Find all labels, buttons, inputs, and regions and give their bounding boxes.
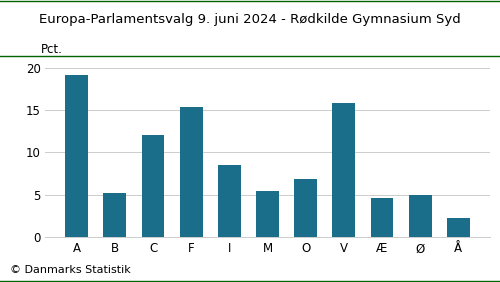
Bar — [408, 195, 432, 237]
Bar — [256, 191, 279, 237]
Bar — [218, 165, 241, 237]
Text: © Danmarks Statistik: © Danmarks Statistik — [10, 265, 131, 275]
Bar — [332, 103, 355, 237]
Text: Pct.: Pct. — [40, 43, 62, 56]
Bar — [370, 198, 394, 237]
Bar — [447, 218, 470, 237]
Bar — [180, 107, 203, 237]
Text: Europa-Parlamentsvalg 9. juni 2024 - Rødkilde Gymnasium Syd: Europa-Parlamentsvalg 9. juni 2024 - Rød… — [39, 13, 461, 26]
Bar — [294, 179, 317, 237]
Bar — [142, 135, 165, 237]
Bar — [65, 75, 88, 237]
Bar — [104, 193, 126, 237]
